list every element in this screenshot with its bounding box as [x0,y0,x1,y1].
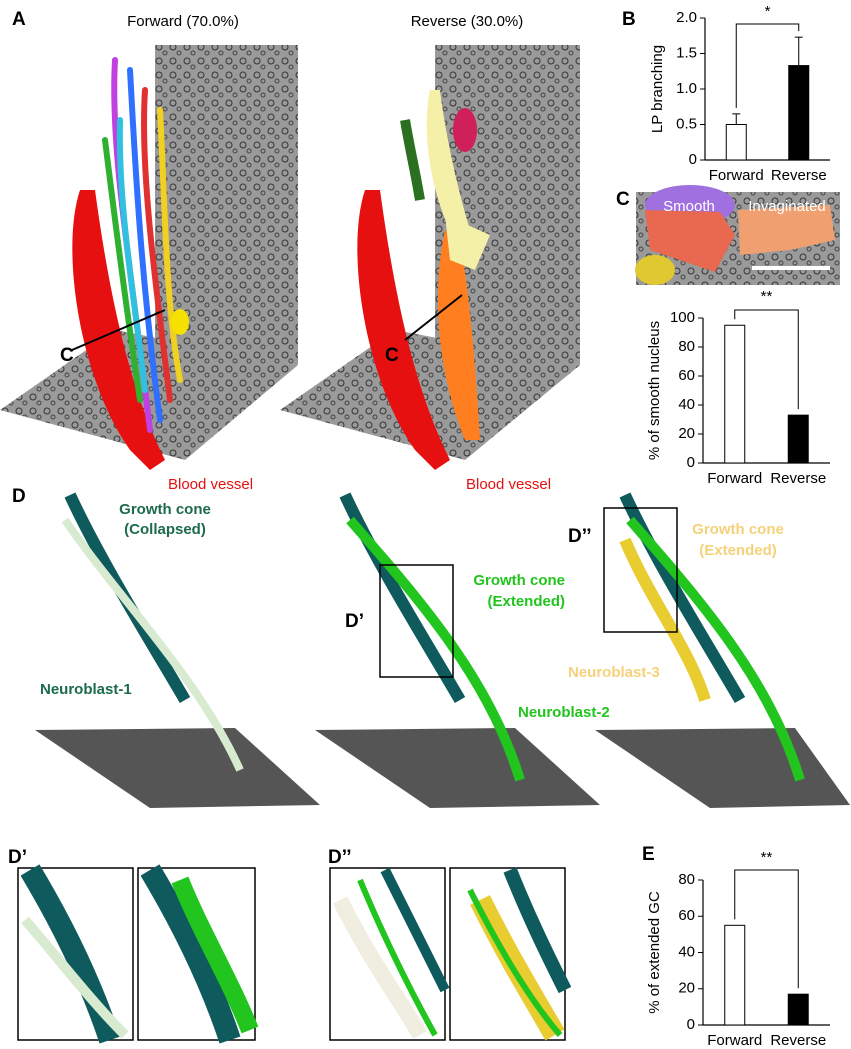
zoom-images [18,868,565,1040]
panel-a-forward-image [0,45,298,470]
y-tick-label: 0 [689,151,697,168]
image-label: Invaginated [748,198,826,215]
panel-label: C [616,189,630,210]
inset-label: D’ [8,847,27,868]
annotation: Growth cone [473,572,565,589]
panel-title: Reverse (30.0%) [411,13,524,30]
arrow-label: C [60,345,74,366]
significance: * [765,3,771,20]
y-tick-label: 80 [678,871,695,888]
annotation: (Collapsed) [124,521,206,538]
annotation: (Extended) [487,593,565,610]
panel-label: D [12,486,26,507]
y-tick-label: 0 [687,1016,695,1033]
annotation: (Extended) [699,542,777,559]
panel-label: E [642,844,655,865]
bar [788,994,808,1025]
x-tick-label: Reverse [770,1032,826,1049]
arrow-label: C [385,345,399,366]
y-tick-label: 20 [678,980,695,997]
inset-label: D’’ [568,526,592,547]
y-tick-label: 0.5 [676,115,697,132]
y-tick-label: 40 [678,943,695,960]
x-tick-label: Reverse [770,470,826,487]
annotation: Growth cone [119,501,211,518]
inset-label: D’ [345,611,364,632]
y-tick-label: 100 [670,309,695,326]
annotation: Neuroblast-3 [568,664,660,681]
figure: A Forward (70.0%) Reverse (30.0%) C C Bl… [0,0,851,1049]
y-tick-label: 40 [678,396,695,413]
y-tick-label: 20 [678,425,695,442]
bar [725,325,745,463]
annotation: Neuroblast-2 [518,704,610,721]
y-tick-label: 60 [678,907,695,924]
panel-a-reverse-image [280,45,580,470]
bar [789,66,809,160]
y-axis-label: % of extended GC [646,891,663,1014]
panel-title: Forward (70.0%) [127,13,239,30]
x-tick-label: Forward [709,167,764,184]
y-tick-label: 1.5 [676,44,697,61]
inset-label: D’’ [328,847,352,868]
significance: ** [761,288,773,305]
x-tick-label: Forward [707,470,762,487]
y-tick-label: 2.0 [676,9,697,26]
x-tick-label: Reverse [771,167,827,184]
annotation: Growth cone [692,521,784,538]
y-axis-label: % of smooth nucleus [646,321,663,460]
panel-label: A [12,9,26,30]
y-tick-label: 60 [678,367,695,384]
vessel-label: Blood vessel [466,476,551,493]
y-tick-label: 1.0 [676,80,697,97]
x-tick-label: Forward [707,1032,762,1049]
significance: ** [761,849,773,866]
bar [725,925,745,1025]
y-tick-label: 80 [678,338,695,355]
annotation: Neuroblast-1 [40,681,132,698]
bar [726,125,746,161]
image-label: Smooth [663,198,715,215]
panel-label: B [622,9,636,30]
vessel-label: Blood vessel [168,476,253,493]
y-axis-label: LP branching [649,45,666,133]
bar [788,415,808,463]
y-tick-label: 0 [687,454,695,471]
